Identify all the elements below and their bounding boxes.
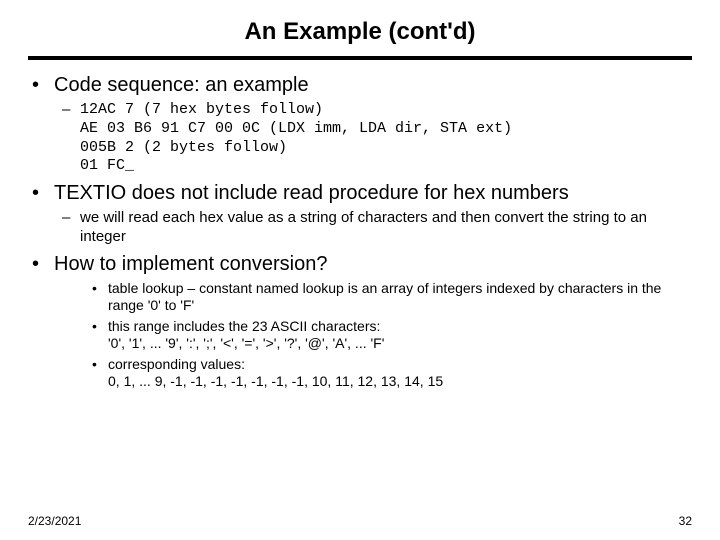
bullet-text: table lookup – constant named lookup is … (108, 280, 692, 315)
slide-content: • Code sequence: an example – 12AC 7 (7 … (28, 74, 692, 391)
bullet-text: How to implement conversion? (54, 253, 327, 276)
bullet-dash-icon: – (62, 209, 80, 247)
title-rule (28, 56, 692, 60)
bullet-level1: • Code sequence: an example (32, 74, 692, 97)
bullet-dot-icon: • (92, 356, 108, 391)
bullet-dot-icon: • (92, 280, 108, 315)
bullet-dot-icon: • (32, 74, 54, 97)
bullet-level2: – we will read each hex value as a strin… (62, 209, 692, 247)
bullet-level3: • this range includes the 23 ASCII chara… (92, 318, 692, 353)
bullet-text: TEXTIO does not include read procedure f… (54, 182, 569, 205)
bullet-level1: • TEXTIO does not include read procedure… (32, 182, 692, 205)
footer-date: 2/23/2021 (28, 514, 81, 528)
bullet-level1: • How to implement conversion? (32, 253, 692, 276)
bullet-text: corresponding values: 0, 1, ... 9, -1, -… (108, 356, 443, 391)
bullet-text: 12AC 7 (7 hex bytes follow) AE 03 B6 91 … (80, 101, 512, 176)
bullet-dash-icon: – (62, 101, 80, 176)
bullet-level3: • table lookup – constant named lookup i… (92, 280, 692, 315)
footer-page-number: 32 (679, 514, 692, 528)
bullet-level3: • corresponding values: 0, 1, ... 9, -1,… (92, 356, 692, 391)
bullet-dot-icon: • (32, 253, 54, 276)
bullet-text: Code sequence: an example (54, 74, 309, 97)
bullet-dot-icon: • (32, 182, 54, 205)
bullet-text: this range includes the 23 ASCII charact… (108, 318, 384, 353)
slide-footer: 2/23/2021 32 (28, 514, 692, 528)
bullet-dot-icon: • (92, 318, 108, 353)
bullet-text: we will read each hex value as a string … (80, 209, 692, 247)
bullet-level2: – 12AC 7 (7 hex bytes follow) AE 03 B6 9… (62, 101, 692, 176)
slide-title: An Example (cont'd) (28, 18, 692, 46)
